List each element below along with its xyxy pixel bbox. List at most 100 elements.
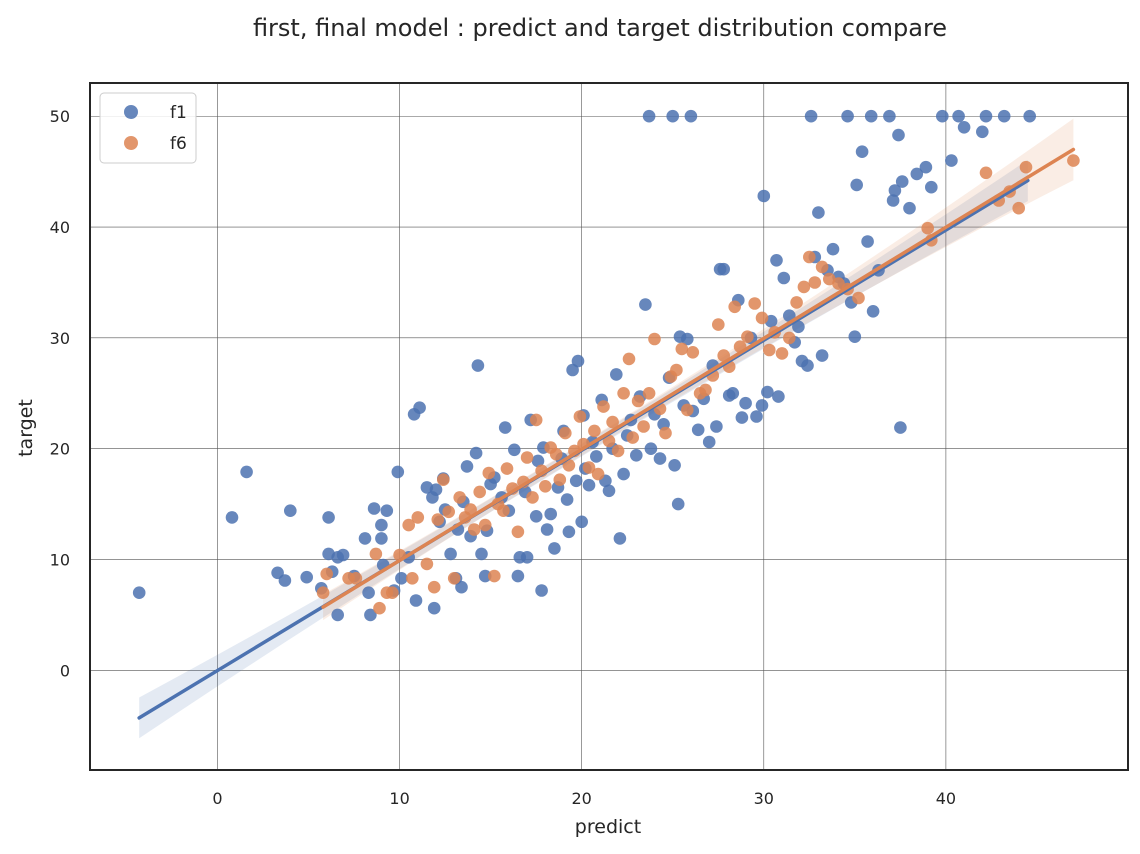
point-f6 bbox=[573, 410, 587, 423]
point-f6 bbox=[659, 426, 672, 440]
point-f1 bbox=[300, 570, 314, 584]
x-tick-label: 20 bbox=[572, 789, 592, 808]
point-f1 bbox=[395, 572, 408, 585]
point-f6 bbox=[642, 387, 656, 400]
point-f1 bbox=[668, 459, 681, 472]
point-f1 bbox=[531, 454, 545, 468]
point-f6 bbox=[670, 363, 683, 377]
point-f6 bbox=[681, 403, 694, 417]
point-f6 bbox=[488, 569, 501, 583]
point-f1 bbox=[892, 128, 905, 142]
point-f6 bbox=[467, 523, 481, 536]
point-f1 bbox=[855, 145, 869, 158]
point-f1 bbox=[735, 411, 749, 424]
point-f1 bbox=[815, 349, 829, 362]
point-f6 bbox=[582, 461, 596, 474]
legend-label-f1: f1 bbox=[170, 103, 187, 123]
point-f1 bbox=[826, 242, 840, 256]
point-f1 bbox=[569, 474, 583, 488]
point-f6 bbox=[464, 503, 477, 516]
tick-labels: 0 10 20 30 40 0 10 20 30 40 50 bbox=[50, 107, 956, 808]
point-f1 bbox=[979, 109, 993, 123]
point-f1 bbox=[367, 502, 381, 515]
point-f1 bbox=[375, 532, 388, 545]
point-f1 bbox=[886, 194, 900, 207]
point-f6 bbox=[712, 318, 725, 331]
point-f1 bbox=[617, 467, 630, 481]
point-f1 bbox=[642, 109, 656, 123]
point-f6 bbox=[442, 505, 456, 519]
point-f6 bbox=[511, 525, 525, 539]
point-f1 bbox=[666, 109, 679, 123]
point-f6 bbox=[808, 276, 822, 289]
point-f6 bbox=[520, 451, 534, 464]
point-f1 bbox=[575, 515, 588, 529]
point-f1 bbox=[331, 608, 345, 622]
point-f6 bbox=[979, 166, 993, 180]
point-f6 bbox=[386, 586, 399, 599]
point-f1 bbox=[850, 178, 863, 192]
point-f6 bbox=[790, 296, 803, 309]
point-f1 bbox=[427, 601, 441, 615]
point-f1 bbox=[498, 421, 512, 434]
point-f1 bbox=[681, 332, 694, 346]
x-tick-label: 0 bbox=[212, 789, 222, 808]
point-f1 bbox=[639, 298, 652, 311]
y-tick-label: 40 bbox=[50, 218, 70, 237]
point-f6 bbox=[1019, 160, 1033, 174]
point-f1 bbox=[469, 446, 483, 460]
point-f6 bbox=[447, 572, 461, 585]
point-f1 bbox=[644, 442, 658, 456]
point-f1 bbox=[540, 523, 554, 536]
regression-line-f6 bbox=[321, 147, 1076, 609]
point-f1 bbox=[895, 175, 909, 188]
x-axis-label: predict bbox=[575, 816, 641, 838]
legend-box bbox=[99, 92, 197, 164]
point-f1 bbox=[848, 330, 862, 344]
y-tick-label: 30 bbox=[50, 329, 70, 348]
point-f1 bbox=[903, 201, 916, 215]
point-f1 bbox=[770, 253, 783, 267]
point-f6 bbox=[921, 221, 934, 235]
point-f1 bbox=[364, 608, 377, 622]
point-f6 bbox=[717, 349, 730, 362]
point-f6 bbox=[1012, 201, 1025, 215]
x-tick-label: 30 bbox=[754, 789, 774, 808]
point-f1 bbox=[471, 359, 485, 372]
point-f1 bbox=[132, 586, 146, 599]
point-f1 bbox=[883, 109, 896, 123]
point-f6 bbox=[741, 330, 754, 344]
point-f1 bbox=[548, 542, 561, 555]
point-f1 bbox=[772, 390, 785, 403]
point-f6 bbox=[588, 424, 601, 438]
point-f1 bbox=[841, 109, 854, 123]
point-f1 bbox=[336, 548, 350, 562]
point-f1 bbox=[739, 396, 752, 410]
point-f1 bbox=[455, 580, 468, 594]
point-f1 bbox=[520, 551, 534, 564]
point-f6 bbox=[648, 332, 661, 346]
point-f1 bbox=[610, 368, 623, 381]
point-f6 bbox=[559, 426, 572, 440]
point-f6 bbox=[686, 346, 700, 359]
y-tick-label: 10 bbox=[50, 550, 70, 569]
point-f6 bbox=[606, 415, 619, 429]
point-f1 bbox=[590, 450, 603, 463]
x-tick-label: 40 bbox=[936, 789, 956, 808]
point-f6 bbox=[626, 431, 639, 444]
point-f6 bbox=[611, 444, 625, 458]
point-f1 bbox=[684, 109, 698, 123]
point-f6 bbox=[597, 400, 610, 413]
point-f1 bbox=[997, 109, 1011, 123]
legend-marker-f1 bbox=[124, 105, 138, 119]
point-f6 bbox=[431, 513, 445, 526]
point-f1 bbox=[362, 586, 375, 599]
point-f6 bbox=[473, 485, 487, 499]
point-f6 bbox=[763, 343, 776, 357]
point-f6 bbox=[373, 601, 386, 615]
point-f6 bbox=[411, 511, 425, 524]
point-f1 bbox=[571, 354, 585, 368]
point-f6 bbox=[526, 491, 539, 504]
point-f1 bbox=[910, 167, 924, 181]
